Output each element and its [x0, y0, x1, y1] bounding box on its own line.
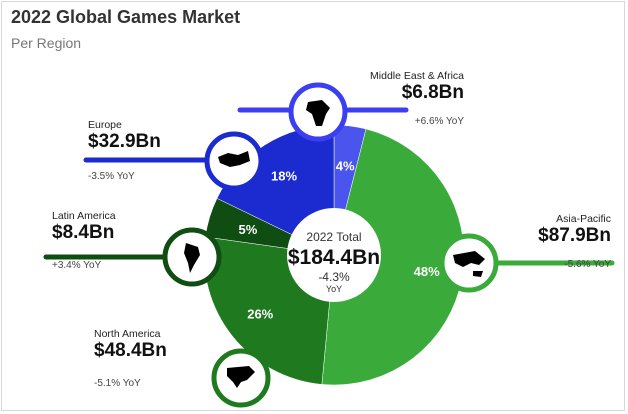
region-yoy: +3.4% YoY — [52, 260, 102, 271]
region-label-middle-east-africa: Middle East & Africa $6.8Bn +6.6% YoY — [370, 70, 464, 127]
region-value: $87.9Bn — [538, 225, 611, 246]
region-yoy: +6.6% YoY — [414, 116, 464, 127]
europe-map-icon — [204, 131, 264, 191]
center-total-change: -4.3% — [318, 270, 350, 284]
region-value: $32.9Bn — [88, 131, 161, 152]
region-name: North America — [94, 328, 161, 340]
chart-subtitle: Per Region — [11, 35, 82, 51]
region-yoy: -5.1% YoY — [94, 378, 141, 389]
center-total-value: $184.4Bn — [288, 246, 380, 269]
region-name: Europe — [88, 119, 122, 131]
region-yoy: -5.6% YoY — [564, 259, 611, 270]
percent-label: 48% — [414, 264, 440, 279]
center-total-unit: YoY — [326, 284, 342, 294]
percent-label: 4% — [336, 159, 355, 174]
region-name: Middle East & Africa — [370, 70, 464, 82]
region-yoy: -3.5% YoY — [88, 171, 135, 182]
center-total-label: 2022 Total — [306, 230, 361, 244]
region-label-europe: Europe $32.9Bn -3.5% YoY — [88, 119, 161, 182]
region-value: $8.4Bn — [52, 222, 115, 243]
percent-label: 5% — [239, 222, 258, 237]
region-label-asia-pacific: Asia-Pacific $87.9Bn -5.6% YoY — [538, 213, 611, 270]
percent-label: 26% — [247, 306, 273, 321]
region-label-latin-america: Latin America $8.4Bn +3.4% YoY — [52, 210, 116, 271]
region-name: Latin America — [52, 210, 116, 222]
chart-title: 2022 Global Games Market — [11, 7, 241, 27]
asia-pacific-map-icon — [439, 233, 499, 293]
region-value: $48.4Bn — [94, 340, 167, 361]
north-america-map-icon — [211, 348, 271, 408]
donut-center-hole — [287, 208, 381, 302]
latin-america-map-icon — [162, 227, 222, 287]
region-label-north-america: North America $48.4Bn -5.1% YoY — [94, 328, 167, 389]
region-value: $6.8Bn — [401, 82, 464, 103]
percent-label: 18% — [271, 168, 297, 183]
middle-east-africa-map-icon — [288, 82, 348, 142]
region-name: Asia-Pacific — [556, 213, 611, 225]
